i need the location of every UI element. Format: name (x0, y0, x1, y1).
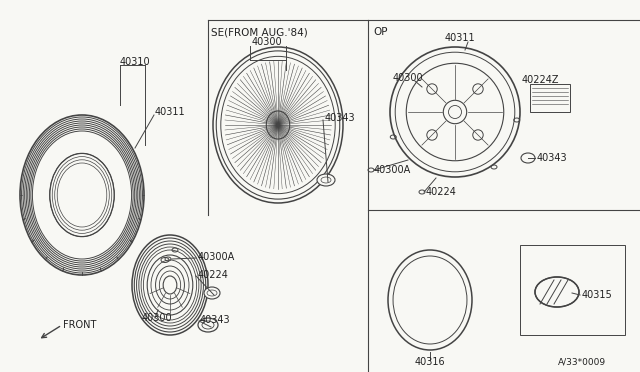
Text: 40300A: 40300A (374, 165, 412, 175)
Ellipse shape (444, 100, 467, 124)
Ellipse shape (427, 130, 437, 140)
Text: 40343: 40343 (200, 315, 230, 325)
Text: 40311: 40311 (445, 33, 476, 43)
Text: SE(FROM AUG.'84): SE(FROM AUG.'84) (211, 27, 308, 37)
Text: 40300: 40300 (252, 37, 282, 47)
Text: 40224Z: 40224Z (521, 75, 559, 85)
Bar (520, 245, 625, 335)
Text: 40310: 40310 (120, 57, 150, 67)
Text: 40311: 40311 (155, 107, 186, 117)
Text: 40300A: 40300A (198, 252, 236, 262)
Ellipse shape (198, 318, 218, 332)
Text: 40224: 40224 (426, 187, 457, 197)
Ellipse shape (473, 130, 483, 140)
Ellipse shape (317, 174, 335, 186)
Ellipse shape (204, 287, 220, 299)
Ellipse shape (535, 277, 579, 307)
Text: OP: OP (373, 27, 387, 37)
Text: FRONT: FRONT (63, 320, 97, 330)
Text: 40316: 40316 (415, 357, 445, 367)
Text: 40224: 40224 (198, 270, 229, 280)
Ellipse shape (266, 111, 290, 139)
Text: 40315: 40315 (582, 290, 612, 300)
Ellipse shape (473, 84, 483, 94)
Text: A/33*0009: A/33*0009 (558, 357, 606, 366)
Bar (530, 84, 570, 112)
Text: 40343: 40343 (537, 153, 568, 163)
Ellipse shape (427, 84, 437, 94)
Text: 40300: 40300 (393, 73, 424, 83)
Text: 40343: 40343 (325, 113, 356, 123)
Ellipse shape (50, 153, 115, 237)
Text: 40300: 40300 (142, 313, 173, 323)
Ellipse shape (521, 153, 535, 163)
